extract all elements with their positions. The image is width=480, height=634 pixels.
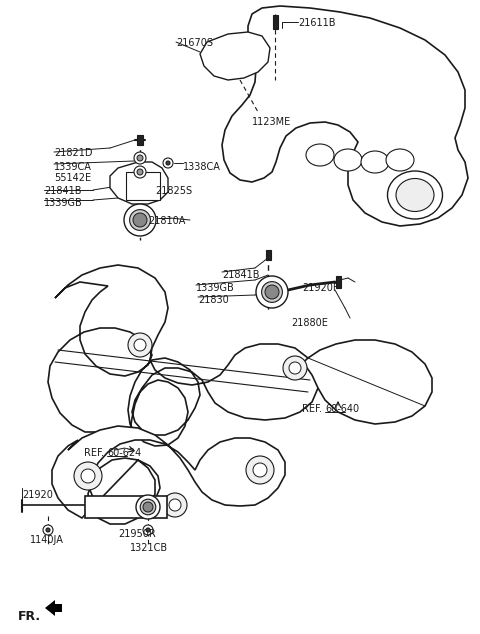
Circle shape [169,499,181,511]
Text: 21950R: 21950R [118,529,156,539]
Text: 21841B: 21841B [222,270,260,280]
Bar [265,250,271,260]
Bar [137,135,143,145]
Circle shape [163,158,173,168]
Text: 21841B: 21841B [44,186,82,196]
Bar [273,15,277,29]
Circle shape [143,502,153,512]
Text: FR.: FR. [18,610,41,623]
Bar [85,496,167,518]
Ellipse shape [334,149,362,171]
Text: 60-624: 60-624 [107,448,141,458]
Circle shape [133,213,147,227]
Circle shape [128,333,152,357]
Text: 21611B: 21611B [298,18,336,28]
Polygon shape [52,426,285,524]
Text: 21830: 21830 [198,295,229,305]
Circle shape [163,493,187,517]
Circle shape [137,155,143,161]
Ellipse shape [306,144,334,166]
Circle shape [134,339,146,351]
Text: 21810A: 21810A [148,216,185,226]
Circle shape [137,169,143,175]
Text: 1321CB: 1321CB [130,543,168,553]
Text: 1338CA: 1338CA [183,162,221,172]
Text: 60-640: 60-640 [325,404,359,414]
Text: REF.: REF. [84,448,104,458]
Polygon shape [295,340,432,424]
Circle shape [43,525,53,535]
Circle shape [283,356,307,380]
Text: 1339GB: 1339GB [196,283,235,293]
Text: 55142E: 55142E [54,173,91,183]
Text: 21880E: 21880E [291,318,328,328]
Circle shape [130,210,150,230]
Circle shape [143,525,153,535]
Text: 1123ME: 1123ME [252,117,291,127]
Bar [336,276,340,288]
Circle shape [265,285,279,299]
Circle shape [46,528,50,532]
Text: 21825S: 21825S [155,186,192,196]
Polygon shape [48,265,318,446]
Circle shape [134,152,146,164]
Bar [126,172,160,200]
Circle shape [124,204,156,236]
Text: 21920: 21920 [22,490,53,500]
Text: 1140JA: 1140JA [30,535,64,545]
Circle shape [262,281,282,302]
Text: 21821D: 21821D [54,148,93,158]
Circle shape [253,463,267,477]
Circle shape [166,161,170,165]
Text: 21670S: 21670S [176,38,213,48]
Circle shape [246,456,274,484]
Ellipse shape [387,171,443,219]
Polygon shape [200,32,270,80]
Ellipse shape [386,149,414,171]
Circle shape [136,495,160,519]
Polygon shape [110,162,168,204]
Polygon shape [222,6,468,226]
Circle shape [256,276,288,308]
Circle shape [81,469,95,483]
Circle shape [74,462,102,490]
Text: REF.: REF. [302,404,322,414]
Text: 21920F: 21920F [302,283,338,293]
Text: 1339CA: 1339CA [54,162,92,172]
Ellipse shape [396,179,434,212]
Circle shape [289,362,301,374]
Circle shape [140,499,156,515]
Text: 1339GB: 1339GB [44,198,83,208]
Circle shape [134,166,146,178]
Circle shape [146,528,150,532]
Polygon shape [45,600,62,616]
Ellipse shape [361,151,389,173]
